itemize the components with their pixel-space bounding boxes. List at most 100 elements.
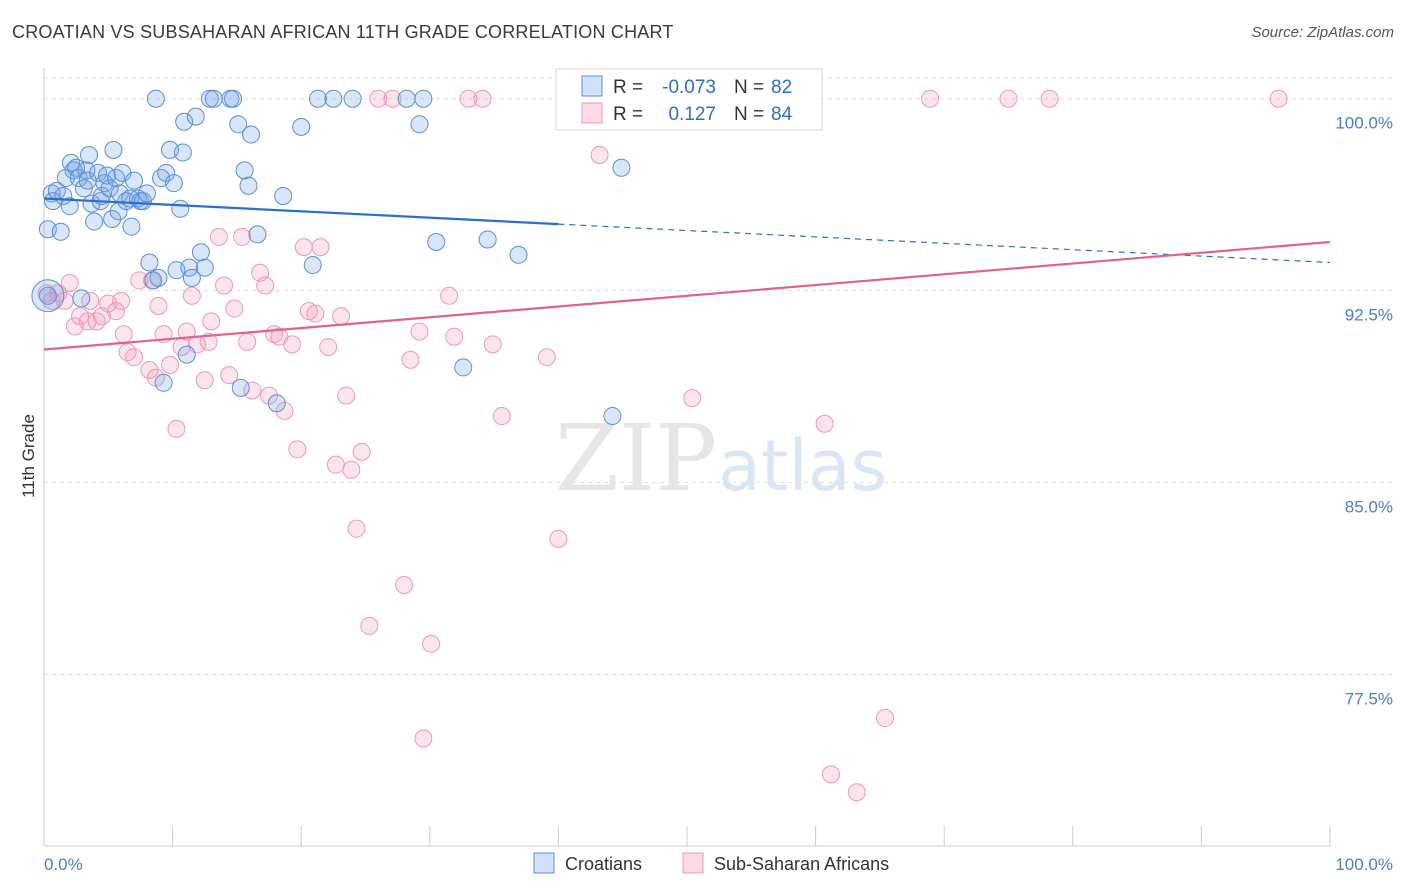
croatians-point: [410, 115, 429, 134]
croatians-point: [80, 146, 99, 165]
africans-point: [999, 89, 1018, 108]
africans-point: [921, 89, 940, 108]
africans-point: [1040, 89, 1059, 108]
africans-point: [199, 332, 218, 351]
africans-point: [822, 765, 841, 784]
y-tick-label: 77.5%: [1345, 690, 1393, 709]
africans-point: [311, 238, 330, 257]
africans-point: [337, 386, 356, 405]
africans-point: [347, 519, 366, 538]
x-tick-label-max: 100.0%: [1335, 855, 1393, 874]
africans-point: [195, 371, 214, 390]
croatians-point: [154, 373, 173, 392]
croatians-r-value: -0.073: [662, 77, 716, 98]
africans-point: [238, 332, 257, 351]
africans-n-value: 84: [771, 104, 793, 125]
croatians-point: [144, 271, 163, 290]
series-legend: Croatians Sub-Saharan Africans: [533, 852, 889, 874]
africans-n-label: N =: [734, 104, 764, 125]
croatians-point: [427, 233, 446, 252]
africans-point: [847, 783, 866, 802]
sub-saharan-africans-points: [37, 89, 1288, 802]
croatians-point: [137, 184, 156, 203]
croatians-point: [149, 268, 168, 287]
y-axis-label: 11th Grade: [19, 414, 38, 498]
croatians-point: [182, 268, 201, 287]
croatians-point: [242, 125, 261, 144]
watermark-atlas: atlas: [718, 425, 887, 507]
croatians-point: [67, 158, 86, 177]
croatians-point: [100, 179, 119, 198]
africans-point: [383, 89, 402, 108]
africans-point: [114, 325, 133, 344]
croatians-point: [140, 253, 159, 272]
africans-point: [683, 389, 702, 408]
africans-point: [342, 460, 361, 479]
africans-point: [275, 401, 294, 420]
croatians-point: [171, 199, 190, 218]
africans-point: [140, 360, 159, 379]
croatians-point: [303, 256, 322, 275]
legend-africans-swatch: [682, 852, 704, 874]
croatians-point: [195, 258, 214, 277]
africans-point: [422, 634, 441, 653]
croatians-point: [60, 197, 79, 216]
stats-legend: R = -0.073 N = 82 R = 0.127 N = 84: [555, 68, 823, 131]
croatians-point: [157, 163, 176, 182]
africans-point: [590, 146, 609, 165]
africans-point: [130, 271, 149, 290]
watermark: ZIP atlas: [555, 405, 887, 512]
croatians-point: [229, 115, 248, 134]
africans-point: [414, 729, 433, 748]
croatians-point: [343, 89, 362, 108]
croatians-point: [454, 358, 473, 377]
croatians-point: [51, 222, 70, 241]
croatians-n-label: N =: [734, 77, 764, 98]
croatians-point: [38, 286, 57, 305]
africans-point: [306, 304, 325, 323]
africans-point: [332, 307, 351, 326]
africans-point: [220, 366, 239, 385]
africans-point: [60, 273, 79, 292]
croatians-point: [274, 186, 293, 205]
africans-point: [360, 616, 379, 635]
africans-point: [209, 227, 228, 246]
africans-point: [177, 322, 196, 341]
chart-title: CROATIAN VS SUBSAHARAN AFRICAN 11TH GRAD…: [12, 22, 674, 42]
croatians-legend-swatch: [581, 75, 603, 97]
croatians-point: [191, 243, 210, 262]
africans-point: [549, 529, 568, 548]
legend-africans-label: Sub-Saharan Africans: [714, 854, 889, 874]
africans-point: [107, 302, 126, 321]
croatians-point: [104, 140, 123, 159]
africans-point: [401, 350, 420, 369]
africans-point: [125, 348, 144, 367]
africans-point: [294, 238, 313, 257]
croatians-point: [267, 394, 286, 413]
croatians-point: [175, 112, 194, 131]
africans-point: [483, 335, 502, 354]
croatians-trend-line: [43, 197, 559, 226]
croatians-point: [397, 89, 416, 108]
croatians-point: [414, 89, 433, 108]
croatians-point: [308, 89, 327, 108]
stats-legend-box: [555, 68, 823, 131]
croatians-point: [72, 289, 91, 308]
africans-point: [161, 355, 180, 374]
croatians-point: [200, 89, 219, 108]
africans-point: [243, 381, 262, 400]
croatians-point: [603, 407, 622, 426]
africans-point: [352, 442, 371, 461]
africans-point: [215, 276, 234, 295]
africans-point: [283, 335, 302, 354]
croatians-point: [204, 89, 223, 108]
y-tick-label: 100.0%: [1335, 114, 1393, 133]
africans-legend-swatch: [581, 102, 603, 124]
croatians-point-large: [31, 279, 65, 313]
croatians-point: [125, 171, 144, 190]
africans-point: [395, 575, 414, 594]
croatians-trend-extension: [558, 223, 1331, 264]
croatians-point: [186, 107, 205, 126]
africans-point: [233, 227, 252, 246]
